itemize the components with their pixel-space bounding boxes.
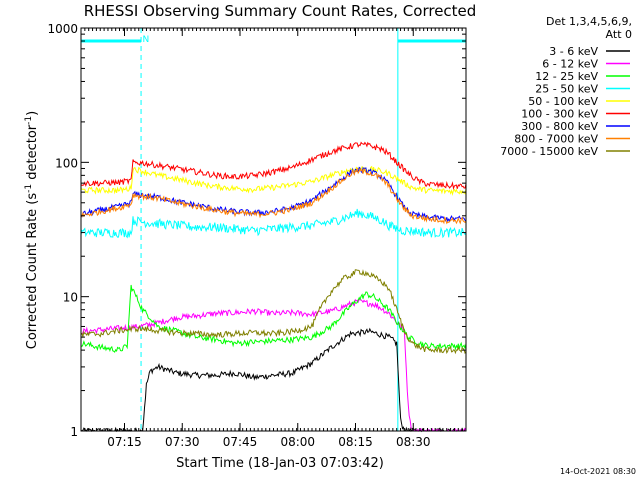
- footer-timestamp: 14-Oct-2021 08:30: [560, 467, 636, 476]
- x-tick-label: 08:30: [396, 435, 431, 449]
- x-axis-label: Start Time (18-Jan-03 07:03:42): [176, 456, 384, 471]
- legend-header: Att 0: [606, 28, 632, 41]
- series-line-50to100keV: [80, 165, 467, 197]
- y-tick-label: 1000: [47, 22, 78, 36]
- legend-label: 25 - 50 keV: [535, 83, 598, 96]
- series-line-12to25keV: [80, 284, 467, 353]
- legend-label: 12 - 25 keV: [535, 70, 598, 83]
- x-tick-label: 08:15: [338, 435, 373, 449]
- legend-label: 6 - 12 keV: [542, 58, 598, 71]
- y-tick-label: 100: [55, 156, 78, 170]
- legend-label: 3 - 6 keV: [549, 45, 598, 58]
- legend-label: 800 - 7000 keV: [514, 133, 598, 146]
- legend-label: 50 - 100 keV: [528, 95, 598, 108]
- series-line-7000to15000keV: [80, 269, 467, 355]
- x-tick-label: 07:15: [107, 435, 142, 449]
- y-tick-label: 10: [63, 291, 78, 305]
- y-axis-label: Corrected Count Rate (s-1 detector-1): [24, 111, 40, 349]
- x-tick-label: 07:45: [223, 435, 258, 449]
- legend-label: 300 - 800 keV: [521, 120, 598, 133]
- chart-title: RHESSI Observing Summary Count Rates, Co…: [84, 2, 477, 20]
- night-marker-label: N: [142, 35, 149, 45]
- series-line-25to50keV: [80, 208, 467, 239]
- x-tick-label: 07:30: [165, 435, 200, 449]
- legend-label: 7000 - 15000 keV: [500, 145, 598, 158]
- legend-label: 100 - 300 keV: [521, 108, 598, 121]
- y-tick-label: 1: [70, 425, 78, 439]
- legend-header: Det 1,3,4,5,6,9,: [546, 15, 632, 28]
- series-line-6to12keV: [80, 298, 467, 432]
- x-tick-label: 08:00: [280, 435, 315, 449]
- series-line-3to6keV: [80, 327, 467, 433]
- series-line-100to300keV: [80, 141, 467, 191]
- series-line-800to7000keV: [80, 166, 467, 225]
